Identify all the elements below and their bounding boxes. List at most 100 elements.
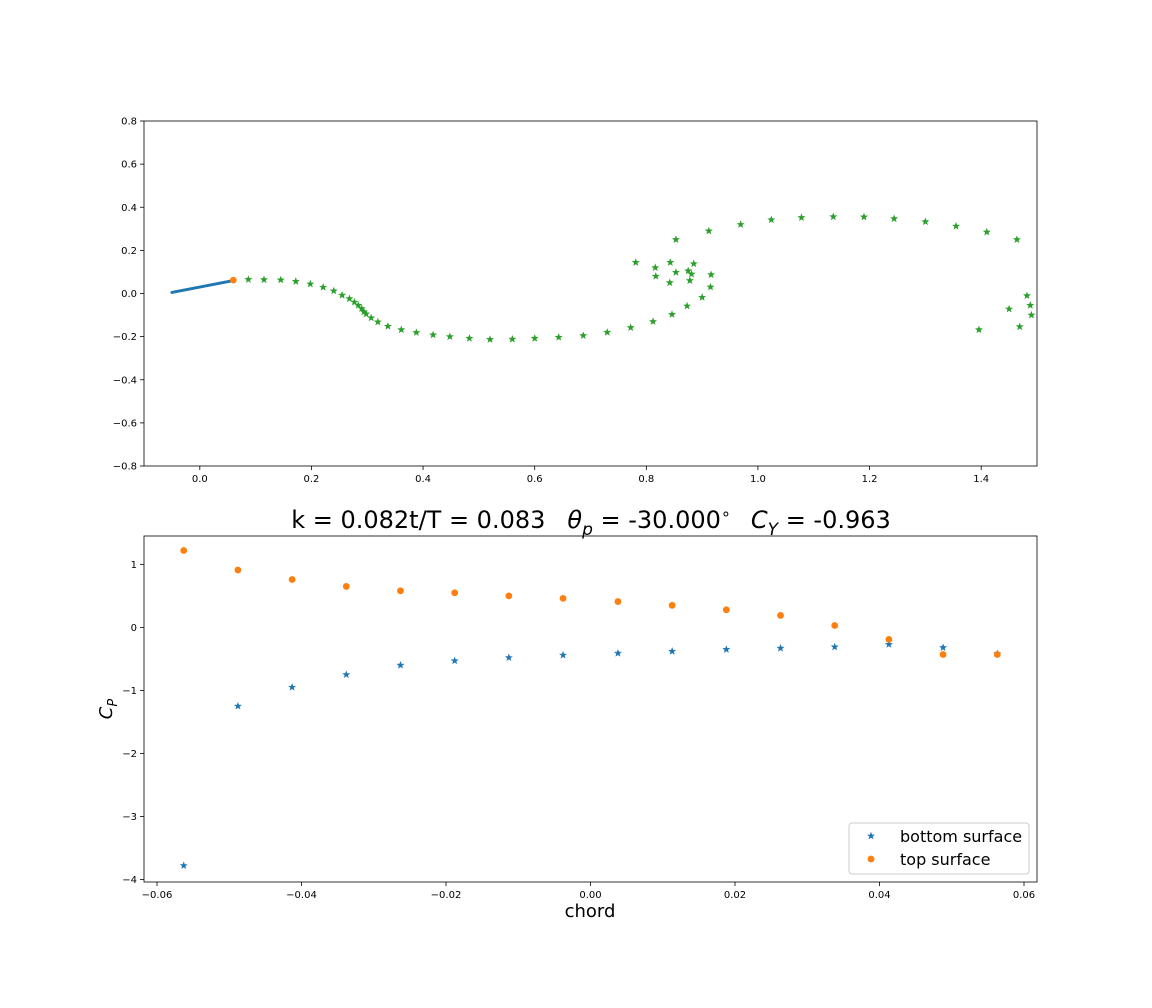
wake-point xyxy=(276,275,285,284)
top-surface-point xyxy=(180,547,188,554)
title-degree: ∘ xyxy=(721,504,731,523)
y-axis-label-main: C xyxy=(96,706,117,719)
x-tick-label: 1.0 xyxy=(750,474,766,485)
wake-point xyxy=(859,212,868,221)
top-surface-point xyxy=(342,583,350,590)
pressure-plot-title: k = 0.082t/T = 0.083 θp = -30.000∘ CY = -0… xyxy=(291,504,891,540)
wake-plot-data xyxy=(170,212,1036,343)
wake-point xyxy=(631,258,640,266)
top-surface-point xyxy=(234,566,242,574)
bottom-surface-point xyxy=(939,643,948,651)
y-tick-label: −4 xyxy=(122,875,137,886)
wake-point xyxy=(554,333,563,341)
x-tick-label: −0.02 xyxy=(431,890,462,901)
bottom-surface-point xyxy=(288,683,297,691)
wake-point xyxy=(982,227,991,236)
wake-point xyxy=(829,212,838,221)
x-tick-label: 0.06 xyxy=(1013,890,1035,901)
y-tick-label: 1 xyxy=(131,560,137,571)
wake-point xyxy=(685,276,694,284)
wake-point xyxy=(736,220,745,228)
bottom-surface-point xyxy=(884,640,893,648)
wake-point xyxy=(383,322,392,330)
x-tick-label: 1.2 xyxy=(862,474,878,485)
top-surface-point xyxy=(668,601,676,609)
y-tick-label: 0.2 xyxy=(121,246,137,257)
bottom-surface-point xyxy=(450,656,459,665)
wake-point xyxy=(687,269,696,278)
x-tick-label: −0.04 xyxy=(286,890,317,901)
wake-point xyxy=(530,334,539,342)
wake-point xyxy=(952,222,961,230)
wake-point xyxy=(704,226,713,235)
wake-point xyxy=(797,213,806,221)
top-surface-point xyxy=(614,598,622,605)
bottom-surface-point xyxy=(722,645,731,653)
top-surface-point xyxy=(559,594,567,602)
wake-point xyxy=(665,278,674,287)
legend-circle-icon xyxy=(867,855,875,863)
wake-plot: 0.0 0.2 0.4 0.6 0.8 1.0 1.2 1.4 0.8 0.6 0.4 0.2 0.0 −… xyxy=(113,117,1038,485)
wake-point xyxy=(429,330,438,339)
x-tick-label: 0.00 xyxy=(579,890,601,901)
wake-point xyxy=(1022,291,1031,300)
wake-point xyxy=(359,307,368,316)
wake-point xyxy=(244,275,253,283)
wake-point xyxy=(465,334,474,342)
wake-point xyxy=(890,214,899,223)
wake-point xyxy=(338,291,347,299)
wake-point xyxy=(508,335,517,343)
y-tick-label: −0.2 xyxy=(113,332,137,343)
wake-point xyxy=(362,309,371,318)
wake-point xyxy=(667,310,676,318)
wake-point xyxy=(603,328,612,336)
legend-star-icon xyxy=(867,831,875,840)
wake-point xyxy=(689,259,698,268)
y-tick-label: −0.4 xyxy=(113,375,137,386)
legend-marker-bottom-surface xyxy=(867,831,875,840)
legend-marker-top-surface xyxy=(867,855,875,863)
top-surface-point xyxy=(505,592,513,600)
wake-point xyxy=(373,317,382,326)
legend-box xyxy=(848,822,1030,875)
bottom-surface-point xyxy=(504,653,513,662)
x-tick-label: −0.06 xyxy=(142,890,173,901)
top-surface-point xyxy=(288,576,296,583)
wake-point xyxy=(306,279,315,288)
top-surface-point xyxy=(777,612,784,619)
title-theta-value: = -30.000 xyxy=(593,506,721,534)
wake-point xyxy=(684,266,693,275)
wake-point xyxy=(974,325,983,334)
wake-point xyxy=(767,215,776,224)
wake-point xyxy=(1015,322,1024,331)
wake-point xyxy=(486,335,495,343)
legend-label-top-surface: top surface xyxy=(900,850,990,869)
wake-point xyxy=(671,235,680,243)
y-tick-label: 0.6 xyxy=(121,160,137,171)
wake-point xyxy=(698,293,707,301)
top-surface-point xyxy=(885,635,893,643)
wake-point xyxy=(1027,310,1036,319)
top-surface-point xyxy=(451,589,459,597)
wake-point xyxy=(329,286,338,295)
bottom-surface-point xyxy=(830,642,839,651)
wake-point xyxy=(671,268,680,276)
x-tick-label: 0.02 xyxy=(724,890,746,901)
wake-point xyxy=(626,323,635,331)
y-tick-label: −2 xyxy=(122,749,137,760)
title-theta: θ xyxy=(567,506,582,534)
wake-point xyxy=(579,331,588,339)
y-tick-label: −0.8 xyxy=(113,462,137,473)
wake-point xyxy=(706,282,715,291)
wake-point xyxy=(367,313,376,322)
wake-point xyxy=(260,275,268,284)
pressure-plot-data xyxy=(179,547,1002,870)
wake-point xyxy=(921,217,930,226)
x-tick-label: 0.04 xyxy=(868,890,890,901)
x-tick-label: 0.4 xyxy=(415,474,431,485)
pressure-plot: −0.06 −0.04 −0.02 0.00 0.02 0.04 0.06 1 0 −1 −2 −3 −… xyxy=(122,535,1038,901)
x-tick-label: 0.8 xyxy=(638,474,654,485)
bottom-surface-point xyxy=(396,661,405,669)
wake-point xyxy=(651,263,660,272)
